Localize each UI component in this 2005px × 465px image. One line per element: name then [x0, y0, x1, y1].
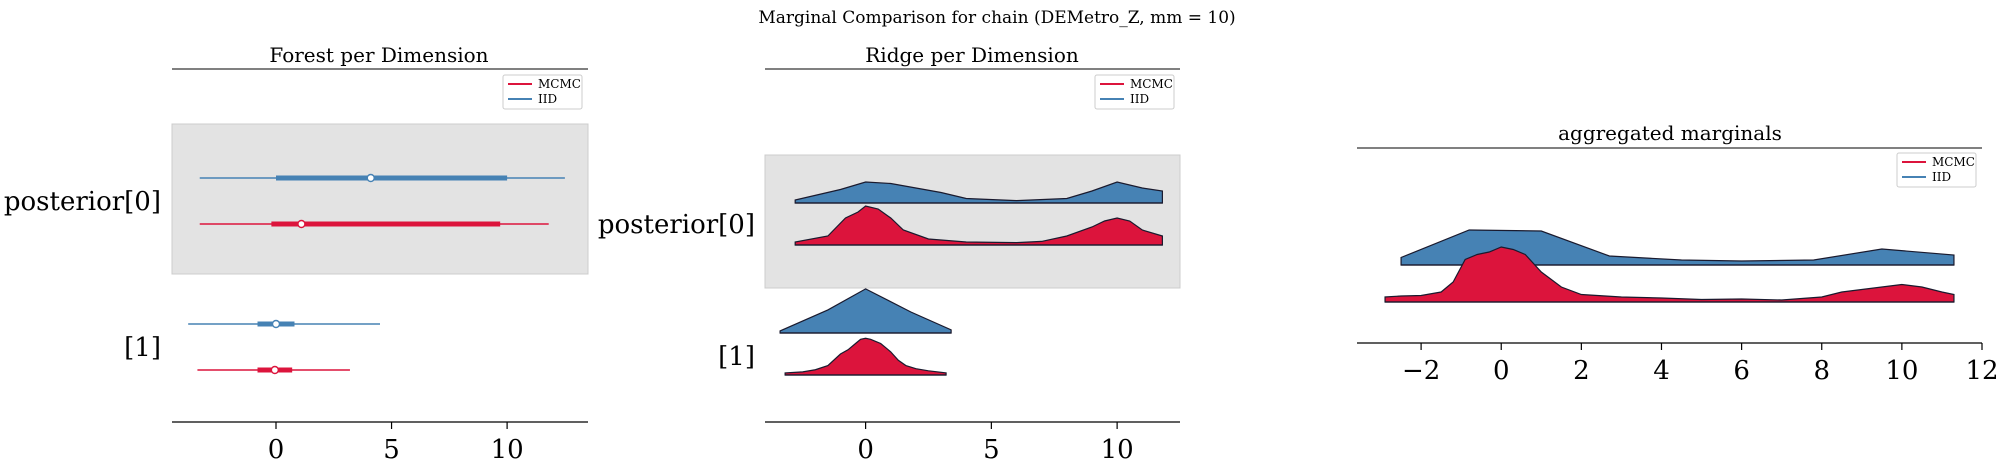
aggregated-panel: aggregated marginals −2 0 2 4 6 8 10 12 MCMC II…: [1357, 121, 1999, 386]
forest-row-label-1: [1]: [124, 333, 161, 363]
figure-suptitle: Marginal Comparison for chain (DEMetro_Z…: [758, 8, 1235, 28]
ridge-density: [779, 288, 952, 334]
x-tick-label: 6: [1733, 356, 1750, 386]
forest-point: [270, 365, 280, 375]
x-tick-label: 10: [1101, 435, 1134, 465]
x-tick-label: 10: [491, 435, 524, 465]
forest-row-label-0: posterior[0]: [4, 187, 161, 217]
forest-shaded-row: [171, 123, 589, 275]
x-tick-label: 0: [268, 435, 285, 465]
aggregated-marks: [1384, 229, 1955, 303]
legend-label-mcmc: MCMC: [1932, 155, 1975, 169]
x-tick-label: 5: [383, 435, 400, 465]
x-tick-label: 12: [1965, 356, 1998, 386]
aggregated-x-ticks: −2 0 2 4 6 8 10 12: [1402, 343, 1999, 386]
ridge-title: Ridge per Dimension: [865, 43, 1079, 67]
ridge-row-label-0: posterior[0]: [598, 210, 755, 240]
x-tick-label: 0: [1493, 356, 1510, 386]
ridge-density: [1384, 246, 1955, 303]
ridge-density: [794, 205, 1163, 246]
ridge-marks: [779, 181, 1163, 376]
ridge-x-ticks: 0 5 10: [857, 422, 1134, 465]
legend-label-mcmc: MCMC: [538, 77, 581, 91]
x-tick-label: 5: [983, 435, 1000, 465]
forest-x-ticks: 0 5 10: [268, 422, 524, 465]
x-tick-label: 10: [1885, 356, 1918, 386]
forest-title: Forest per Dimension: [269, 43, 488, 67]
legend-label-iid: IID: [1130, 92, 1149, 106]
ridge-density: [794, 181, 1163, 204]
forest-point: [366, 173, 375, 183]
x-tick-label: −2: [1402, 356, 1440, 386]
legend-label-iid: IID: [1932, 170, 1951, 184]
aggregated-title: aggregated marginals: [1558, 121, 1782, 145]
x-tick-label: 0: [857, 435, 874, 465]
legend-label-iid: IID: [538, 92, 557, 106]
forest-legend: MCMC IID: [502, 74, 583, 110]
legend-label-mcmc: MCMC: [1130, 77, 1173, 91]
ridge-density: [784, 337, 947, 376]
ridge-legend: MCMC IID: [1094, 74, 1175, 110]
x-tick-label: 4: [1653, 356, 1670, 386]
forest-point: [297, 219, 306, 229]
ridge-density: [1400, 229, 1955, 266]
forest-point: [271, 319, 281, 329]
forest-marks: [188, 173, 565, 375]
x-tick-label: 2: [1573, 356, 1590, 386]
aggregated-legend: MCMC IID: [1896, 152, 1977, 188]
ridge-panel: Ridge per Dimension posterior[0] [1] 0 5 1…: [598, 43, 1181, 465]
ridge-row-label-1: [1]: [718, 342, 755, 372]
x-tick-label: 8: [1813, 356, 1830, 386]
forest-panel: Forest per Dimension posterior[0] [1] 0 5…: [4, 43, 589, 465]
